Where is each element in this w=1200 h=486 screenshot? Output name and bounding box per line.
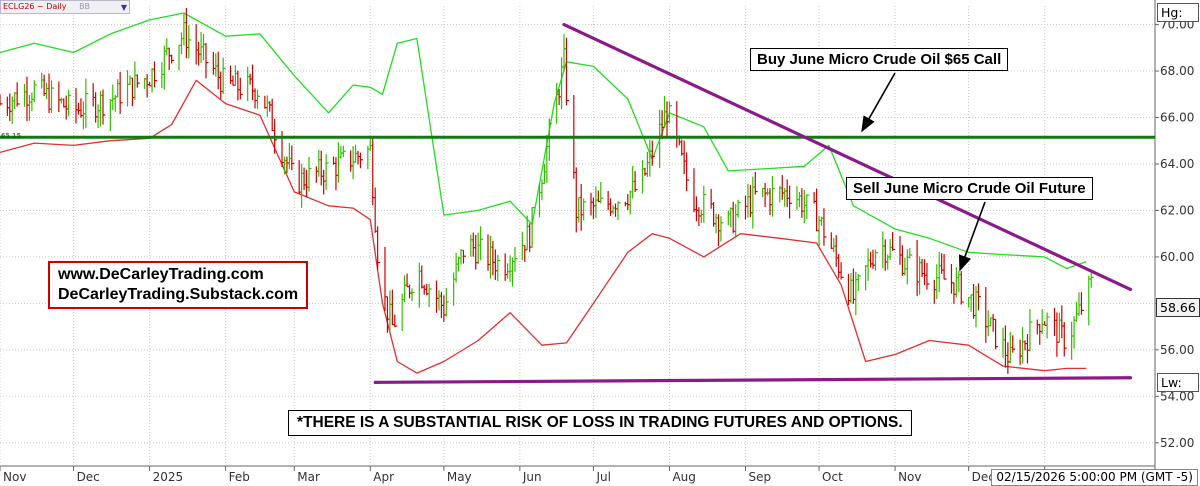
callout-arrows	[861, 72, 986, 272]
website-url: www.DeCarleyTrading.com	[58, 266, 264, 283]
support-trendline	[373, 376, 1133, 384]
low-price-tag: Lw:	[1157, 373, 1199, 392]
month-tick-label: May	[447, 470, 472, 484]
annotation-lines	[0, 22, 1155, 384]
buy-call-callout: Buy June Micro Crude Oil $65 Call	[750, 48, 1009, 71]
month-tick-label: Feb	[229, 470, 250, 484]
price-tick-label: 60.00	[1160, 250, 1194, 264]
price-tick-label: 64.00	[1160, 157, 1194, 171]
time-axis: Nov Dec 2025 Feb Mar Apr May Jun Jul Aug Sep Oct Nov…	[0, 466, 1055, 484]
month-tick-label: Dec	[77, 470, 100, 484]
descending-trendline	[562, 22, 1133, 292]
website-box: www.DeCarleyTrading.com DeCarleyTrading.…	[48, 261, 309, 309]
month-tick-label: 2025	[153, 470, 184, 484]
month-tick-label: Aug	[672, 470, 695, 484]
price-tick-label: 62.00	[1160, 203, 1194, 217]
datetime-readout: 02/15/2026 5:00:00 PM (GMT -5)	[991, 469, 1198, 486]
risk-disclaimer: *THERE IS A SUBSTANTIAL RISK OF LOSS IN …	[288, 410, 912, 436]
month-tick-label: Oct	[822, 470, 843, 484]
month-tick-label: Nov	[898, 470, 921, 484]
upper-bollinger-band	[0, 12, 1087, 270]
substack-url: DeCarleyTrading.Substack.com	[58, 286, 299, 303]
month-tick-label: Apr	[373, 470, 394, 484]
chevron-down-icon[interactable]: ▼	[120, 3, 127, 12]
month-tick-label: Mar	[297, 470, 320, 484]
month-tick-label: Nov	[3, 470, 26, 484]
buy-call-arrow	[861, 72, 896, 133]
month-tick-label: Jun	[522, 470, 542, 484]
price-tick-label: 52.00	[1160, 436, 1194, 450]
lower-bollinger-band	[0, 79, 1087, 374]
price-tick-label: 68.00	[1160, 64, 1194, 78]
last-price-tag: 58.66	[1156, 298, 1200, 317]
sell-future-callout: Sell June Micro Crude Oil Future	[846, 177, 1093, 200]
month-tick-label: Sep	[748, 470, 771, 484]
price-tick-label: 66.00	[1160, 111, 1194, 125]
symbol-label: ECLG26 ~ Daily	[3, 2, 67, 11]
level-line-label: 65.15	[1, 132, 22, 140]
high-price-tag: Hg:	[1157, 3, 1199, 22]
price-tick-label: 54.00	[1160, 389, 1194, 403]
symbol-selector[interactable]: ECLG26 ~ Daily BB ▼	[0, 0, 130, 14]
month-tick-label: Jul	[595, 470, 610, 484]
price-tick-label: 56.00	[1160, 343, 1194, 357]
bollinger-bands	[0, 12, 1087, 374]
indicator-label: BB	[79, 2, 91, 11]
month-tick-label: Dec	[972, 470, 995, 484]
sell-future-arrow	[958, 201, 986, 272]
price-bars	[0, 7, 1094, 374]
